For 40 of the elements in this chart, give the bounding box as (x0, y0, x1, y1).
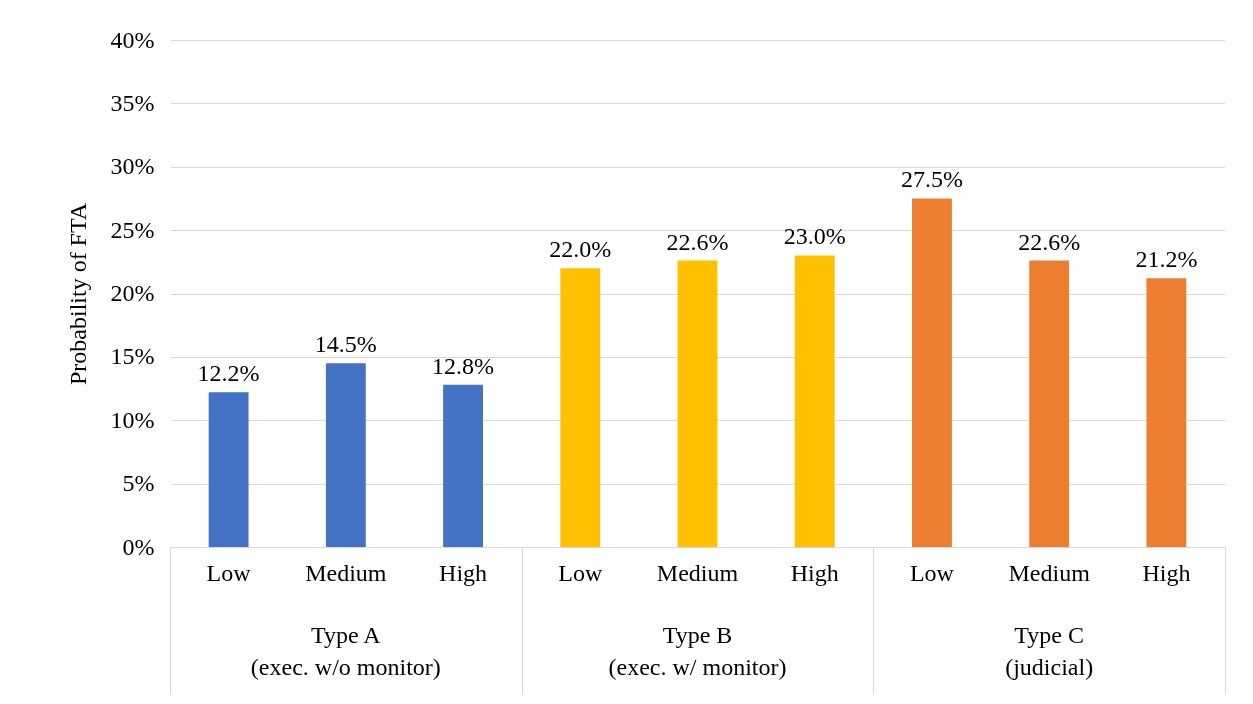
data-label: 27.5% (900, 166, 963, 193)
x-tick-label: High (1142, 559, 1191, 586)
y-tick-label: 0% (122, 533, 155, 560)
x-tick-label: Low (206, 559, 252, 586)
data-label: 12.8% (432, 352, 495, 379)
data-label: 12.2% (197, 360, 260, 387)
data-label: 22.6% (1018, 228, 1081, 255)
x-tick-label: Low (909, 559, 955, 586)
data-label: 21.2% (1135, 246, 1198, 273)
bar (912, 198, 952, 547)
y-tick-label: 20% (110, 280, 155, 306)
bar (443, 384, 483, 547)
y-tick-label: 40% (110, 26, 155, 53)
x-tick-label: High (439, 559, 488, 586)
y-tick-label: 5% (122, 470, 155, 497)
bar (1146, 278, 1187, 547)
data-label: 14.5% (314, 331, 377, 358)
bar (208, 392, 249, 547)
x-tick-label: Low (558, 559, 603, 586)
y-tick-label: 15% (110, 343, 155, 370)
data-label: 23.0% (783, 223, 846, 250)
data-label: 22.0% (549, 236, 612, 263)
x-tick-label: Medium (305, 559, 387, 586)
y-axis-title: Probability of FTA (64, 202, 91, 386)
y-tick-label: 35% (110, 89, 155, 116)
text: Type B (exec. w/ monitor) (607, 621, 788, 682)
bar (560, 268, 601, 547)
y-tick-label: 30% (110, 153, 155, 180)
text: Type C (judicial) (1004, 621, 1095, 682)
bar (1029, 260, 1070, 547)
x-tick-label: Medium (656, 559, 739, 586)
y-tick-label: 10% (110, 406, 155, 433)
x-tick-label: Medium (1008, 559, 1091, 586)
y-tick-label: 25% (110, 216, 155, 243)
bar (325, 363, 366, 547)
x-tick-label: High (790, 559, 839, 586)
text: Type A (exec. w/o monitor) (249, 621, 442, 682)
data-label: 22.6% (666, 228, 729, 255)
bar (677, 260, 718, 547)
bar (794, 255, 835, 547)
